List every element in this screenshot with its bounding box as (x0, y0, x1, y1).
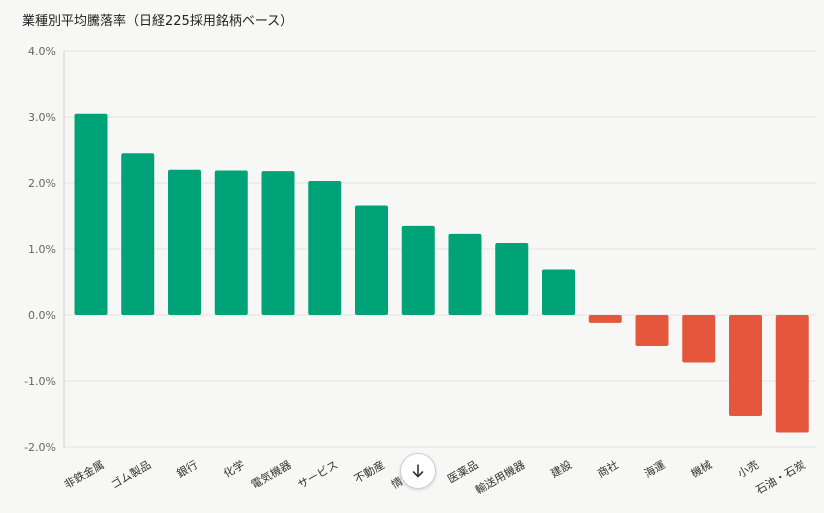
bars (74, 113, 809, 433)
x-tick-label: ゴム製品 (108, 457, 153, 491)
x-tick-label: 商社 (595, 457, 621, 480)
bar-建設[interactable] (542, 269, 575, 315)
bar-小売[interactable] (729, 315, 762, 416)
x-tick-label: 機械 (688, 457, 714, 480)
x-tick-label: 海運 (641, 457, 667, 480)
x-tick-label: 銀行 (174, 457, 200, 480)
bar-電気機器[interactable] (261, 171, 295, 315)
bar-銀行[interactable] (168, 169, 201, 315)
x-tick-label: 不動産 (351, 457, 387, 486)
y-tick-label: -2.0% (24, 441, 56, 454)
bar-非鉄金属[interactable] (74, 113, 108, 315)
chart-title: 業種別平均騰落率（日経225採用銘柄ベース） (22, 14, 294, 29)
x-tick-label: 化学 (221, 457, 247, 480)
y-tick-label: 3.0% (28, 111, 56, 124)
y-tick-label: 1.0% (28, 243, 56, 256)
x-tick-label: 建設 (548, 457, 574, 480)
bar-機械[interactable] (682, 315, 716, 363)
bar-海運[interactable] (635, 315, 669, 347)
x-tick-label: 小売 (735, 458, 761, 480)
y-tick-label: 0.0% (28, 309, 56, 322)
arrow-down-icon (412, 464, 424, 478)
bar-輸送用機器[interactable] (495, 243, 529, 315)
bar-商社[interactable] (588, 315, 622, 323)
bar-化学[interactable] (214, 170, 248, 315)
bar-ゴム製品[interactable] (121, 153, 155, 315)
y-axis-ticks: 4.0% 3.0% 2.0% 1.0% 0.0% -1.0% -2.0% (24, 45, 56, 454)
bar-医薬品[interactable] (448, 233, 482, 315)
y-tick-label: 2.0% (28, 177, 56, 190)
bar-サービス[interactable] (308, 181, 342, 315)
x-tick-label: 医薬品 (445, 458, 480, 486)
scroll-down-button[interactable] (400, 453, 436, 489)
x-tick-label: 石油・石炭 (753, 457, 808, 497)
bar-不動産[interactable] (355, 205, 388, 315)
x-tick-label: 電気機器 (248, 457, 293, 491)
y-tick-label: 4.0% (28, 45, 56, 58)
x-tick-label: 非鉄金属 (61, 457, 106, 491)
bar-石油・石炭[interactable] (775, 315, 809, 433)
y-tick-label: -1.0% (24, 375, 56, 388)
x-tick-label: 輸送用機器 (473, 457, 528, 497)
bar-情報通信[interactable] (401, 225, 435, 315)
grid-lines (63, 50, 816, 448)
x-tick-label: サービス (296, 458, 341, 491)
